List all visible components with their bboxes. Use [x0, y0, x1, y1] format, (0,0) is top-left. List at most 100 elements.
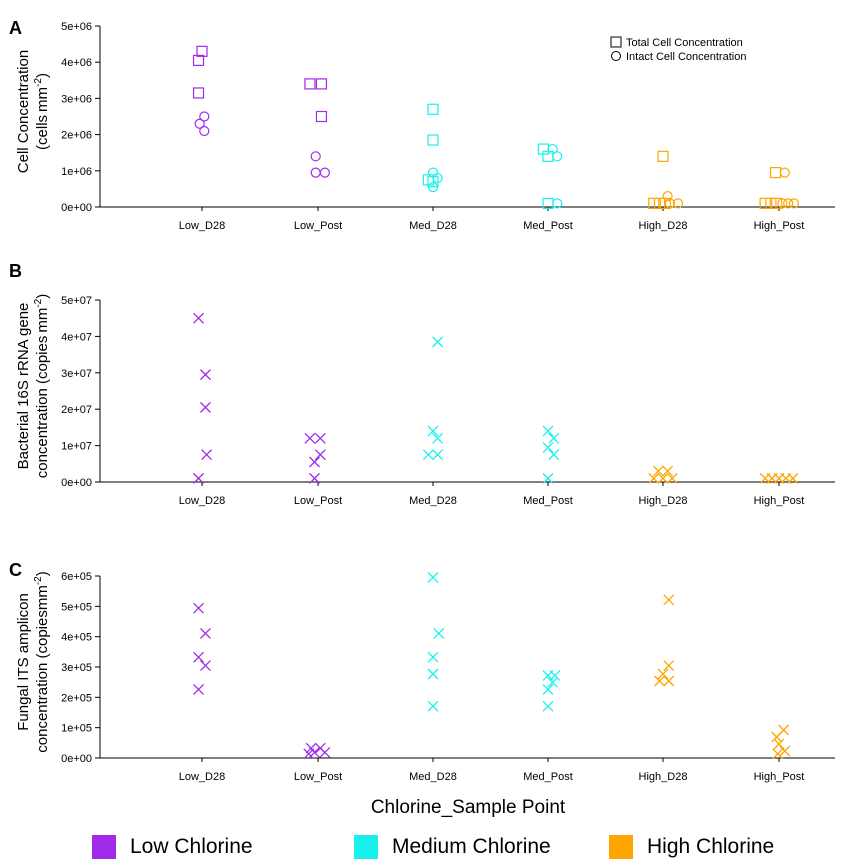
point-A-0-2 [192, 87, 205, 99]
panel-letter-C: C [9, 560, 22, 580]
legend-item-high: High Chlorine [609, 834, 774, 860]
point-B-0-29 [787, 472, 799, 484]
point-C-0-29 [772, 748, 784, 760]
point-C-0-19 [542, 700, 554, 712]
point-C-0-14 [427, 700, 439, 712]
point-C-0-24 [663, 675, 675, 687]
y-tick-label-B-0: 0e+00 [61, 477, 92, 489]
point-C-0-10 [427, 571, 439, 583]
y-axis-title-line2-C: concentration (copiesmm-2) [33, 571, 51, 752]
point-B-0-2 [200, 401, 211, 413]
legend-label-high: High Chlorine [647, 835, 775, 858]
point-A-1-5 [319, 167, 331, 178]
point-A-0-15 [653, 197, 666, 209]
point-A-0-19 [765, 197, 777, 209]
point-B-0-10 [432, 336, 444, 348]
y-axis-title-B: Bacterial 16S rRNA gene [15, 303, 32, 470]
x-tick-label-B-4: High_D28 [639, 495, 688, 507]
legend-label-1: Intact Cell Concentration [626, 51, 746, 63]
point-A-1-10 [552, 151, 563, 162]
y-axis-title-text-C: concentration (copiesmm [34, 585, 51, 753]
point-B-0-24 [666, 472, 678, 484]
point-C-0-28 [779, 745, 791, 757]
x-tick-label-B-3: Med_Post [523, 495, 573, 507]
point-A-1-7 [432, 172, 443, 184]
x-tick-label-A-1: Low_Post [294, 220, 342, 232]
x-tick-label-C-3: Med_Post [523, 771, 573, 783]
point-B-0-17 [542, 441, 554, 453]
legend-label-low: Low Chlorine [130, 835, 253, 858]
point-A-1-16 [777, 198, 788, 209]
legend-label-0: Total Cell Concentration [626, 37, 743, 49]
point-B-0-5 [304, 432, 316, 444]
point-A-1-9 [547, 143, 558, 155]
x-tick-label-A-2: Med_D28 [409, 220, 457, 232]
y-axis-title-line2-A: (cells mm-2) [33, 73, 51, 150]
point-A-0-4 [315, 78, 328, 90]
y-axis-title-text-A: (cells [34, 115, 51, 150]
y-tick-label-B-5: 5e+07 [61, 295, 92, 307]
point-A-1-3 [310, 151, 321, 162]
x-tick-label-C-1: Low_Post [294, 771, 342, 783]
point-C-0-9 [303, 748, 315, 760]
point-A-0-3 [304, 78, 316, 90]
point-C-0-22 [657, 668, 669, 680]
y-axis-title-close-A: ) [34, 73, 51, 78]
legend-marker-1 [611, 51, 621, 61]
y-axis-title-text-B: concentration (copies [34, 336, 51, 479]
point-C-0-13 [427, 668, 439, 680]
x-tick-label-A-3: Med_Post [523, 220, 573, 232]
y-tick-label-A-0: 0e+00 [61, 202, 92, 214]
y-axis-title-A: Cell Concentration [15, 50, 32, 173]
point-C-0-1 [200, 627, 211, 639]
point-A-1-17 [783, 198, 794, 209]
point-C-0-12 [427, 651, 439, 663]
legend-item-low: Low Chlorine [92, 834, 253, 860]
point-C-0-0 [193, 602, 204, 614]
point-C-0-21 [663, 660, 675, 672]
x-tick-label-B-0: Low_D28 [179, 495, 225, 507]
point-B-0-22 [648, 472, 660, 484]
point-B-0-18 [548, 449, 560, 461]
point-C-0-17 [547, 676, 559, 688]
point-A-1-11 [552, 198, 563, 209]
point-B-0-20 [652, 465, 664, 477]
y-axis-title-line2-B: concentration (copies mm-2) [33, 294, 51, 479]
y-tick-label-C-2: 2e+05 [61, 692, 92, 704]
x-tick-label-C-4: High_D28 [639, 771, 688, 783]
y-axis-title-unit-A: mm [34, 87, 51, 112]
point-C-0-26 [771, 731, 783, 743]
x-tick-label-C-2: Med_D28 [409, 771, 457, 783]
x-tick-label-A-4: High_D28 [639, 220, 688, 232]
point-B-0-13 [422, 449, 434, 461]
point-C-0-11 [433, 627, 445, 639]
y-axis-title-unit-B: mm [34, 308, 51, 333]
y-tick-label-B-3: 3e+07 [61, 368, 92, 380]
point-A-1-8 [427, 181, 439, 193]
x-tick-label-A-0: Low_D28 [179, 220, 225, 232]
point-A-1-13 [664, 198, 676, 209]
point-A-0-5 [315, 110, 328, 123]
point-B-0-6 [314, 432, 326, 444]
y-axis-title-close-C: ) [34, 571, 51, 576]
point-A-1-4 [310, 167, 321, 178]
point-C-0-20 [663, 594, 675, 606]
point-B-0-0 [193, 312, 204, 324]
panel-letter-A: A [9, 18, 22, 38]
point-C-0-4 [193, 683, 204, 695]
y-axis-title-close-B: ) [34, 294, 51, 299]
point-B-0-8 [309, 456, 320, 468]
x-tick-label-C-0: Low_D28 [179, 771, 225, 783]
point-A-1-2 [199, 125, 210, 137]
point-B-0-15 [542, 425, 554, 437]
point-B-0-9 [309, 472, 320, 484]
point-C-0-8 [319, 746, 331, 758]
point-B-0-19 [542, 472, 554, 484]
point-A-1-12 [662, 191, 673, 202]
y-tick-label-C-6: 6e+05 [61, 571, 92, 583]
y-tick-label-C-1: 1e+05 [61, 723, 92, 735]
y-axis-title-exponent-C: -2 [33, 576, 44, 585]
point-A-0-6 [427, 103, 439, 115]
point-B-0-1 [200, 369, 211, 381]
point-A-0-13 [657, 150, 669, 162]
